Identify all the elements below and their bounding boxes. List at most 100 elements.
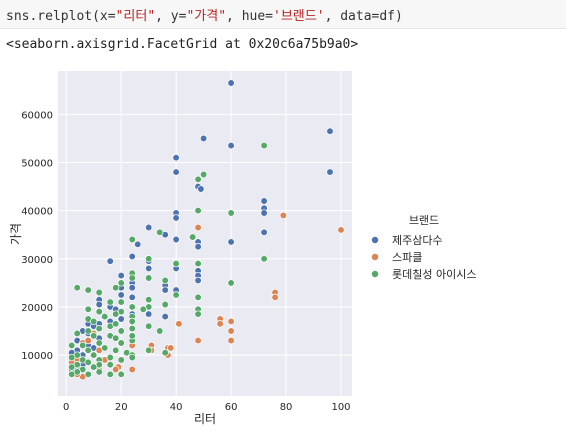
- legend-item: 제주삼다수: [371, 234, 443, 247]
- data-point: [227, 79, 235, 87]
- data-point: [101, 312, 109, 321]
- y-tick-label: 10000: [21, 351, 53, 362]
- data-point: [260, 255, 268, 263]
- data-point: [271, 293, 279, 301]
- data-point: [199, 170, 208, 179]
- data-point: [134, 240, 142, 248]
- code-hue-string: '브랜드': [273, 9, 325, 24]
- data-point: [216, 320, 224, 328]
- data-point: [199, 134, 208, 143]
- data-point: [227, 141, 235, 150]
- data-point: [90, 332, 98, 340]
- data-point: [188, 233, 197, 241]
- data-point: [112, 320, 120, 328]
- data-point: [128, 303, 136, 311]
- x-tick-label: 20: [115, 402, 128, 413]
- data-point: [175, 320, 183, 328]
- data-point: [172, 214, 180, 222]
- data-point: [112, 365, 120, 374]
- data-point: [145, 296, 153, 304]
- data-point: [156, 228, 164, 236]
- data-point: [227, 317, 235, 326]
- data-point: [84, 327, 92, 335]
- y-tick-label: 20000: [21, 303, 53, 314]
- y-tick-label: 60000: [21, 110, 53, 121]
- data-point: [84, 358, 92, 366]
- legend-label: 스파클: [392, 251, 422, 264]
- data-point: [95, 308, 103, 316]
- data-point: [106, 361, 114, 369]
- data-point: [156, 327, 164, 335]
- data-point: [101, 344, 109, 352]
- data-point: [112, 346, 120, 354]
- x-tick-label: 100: [331, 402, 350, 413]
- data-point: [117, 279, 125, 287]
- data-point: [95, 339, 103, 347]
- data-point: [117, 315, 125, 323]
- data-point: [84, 336, 92, 345]
- data-point: [161, 312, 169, 321]
- data-point: [161, 276, 169, 285]
- data-point: [117, 291, 125, 299]
- cell-output-text: <seaborn.axisgrid.FacetGrid at 0x20c6a75…: [6, 37, 359, 52]
- data-point: [194, 276, 202, 285]
- data-point: [227, 209, 235, 217]
- data-point: [145, 322, 153, 330]
- data-point: [227, 238, 235, 246]
- data-point: [84, 286, 92, 294]
- data-point: [95, 324, 103, 333]
- data-point: [260, 228, 268, 236]
- data-point: [112, 310, 120, 318]
- data-point: [194, 336, 202, 345]
- data-point: [128, 235, 136, 244]
- y-tick-label: 50000: [21, 158, 53, 169]
- data-point: [227, 279, 235, 287]
- data-point: [139, 305, 147, 313]
- x-tick-label: 40: [170, 402, 183, 413]
- data-point: [68, 370, 76, 378]
- data-point: [197, 185, 205, 193]
- data-point: [167, 344, 175, 352]
- data-point: [128, 293, 136, 301]
- data-point: [90, 363, 98, 371]
- data-point: [326, 127, 334, 135]
- data-point: [117, 339, 125, 347]
- x-axis-label: 리터: [194, 412, 216, 426]
- data-point: [145, 255, 153, 263]
- data-point: [128, 274, 136, 282]
- plot-background: [58, 71, 352, 396]
- data-point: [95, 300, 103, 309]
- data-point: [84, 305, 92, 313]
- data-point: [73, 284, 81, 292]
- data-point: [68, 341, 76, 350]
- legend-marker: [371, 236, 379, 244]
- data-point: [106, 353, 114, 362]
- data-point: [128, 324, 136, 333]
- legend-label: 제주삼다수: [392, 234, 443, 247]
- data-point: [227, 336, 235, 345]
- data-point: [194, 243, 202, 251]
- data-point: [117, 298, 125, 306]
- code-line[interactable]: sns.relplot(x="리터", y="가격", hue='브랜드', d…: [6, 5, 403, 24]
- data-point: [145, 264, 153, 273]
- data-point: [79, 341, 87, 350]
- code-cell[interactable]: sns.relplot(x="리터", y="가격", hue='브랜드', d…: [0, 0, 566, 29]
- y-tick-label: 40000: [21, 207, 53, 218]
- y-tick-label: 30000: [21, 255, 53, 266]
- data-points: [68, 79, 345, 381]
- data-point: [194, 310, 202, 318]
- data-point: [128, 353, 136, 362]
- data-point: [128, 317, 136, 326]
- data-point: [194, 175, 202, 183]
- code-y-string: "가격": [186, 9, 227, 24]
- data-point: [172, 154, 180, 162]
- data-point: [337, 226, 345, 234]
- legend-label: 롯데칠성 아이시스: [392, 268, 476, 281]
- data-point: [279, 211, 287, 220]
- data-point: [90, 317, 98, 326]
- data-point: [128, 365, 136, 374]
- data-point: [172, 235, 180, 244]
- data-point: [128, 252, 136, 261]
- data-point: [84, 370, 92, 378]
